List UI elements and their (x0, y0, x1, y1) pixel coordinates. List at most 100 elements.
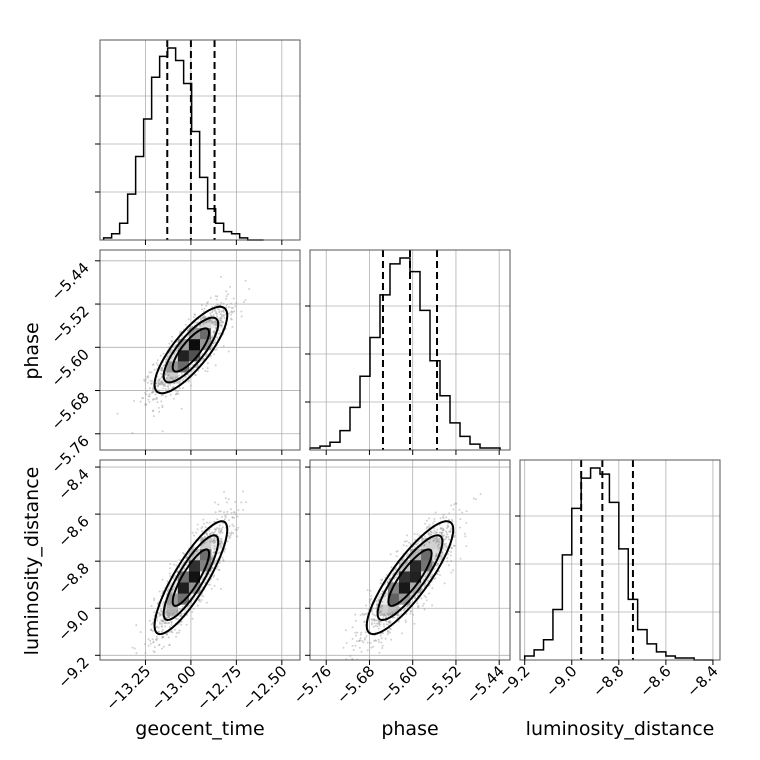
scatter-point (210, 531, 213, 534)
xlabel-luminosity-distance: luminosity_distance (526, 718, 715, 740)
scatter-point (161, 636, 164, 639)
scatter-point (175, 349, 178, 352)
scatter-point (354, 613, 357, 616)
scatter-point (441, 531, 444, 534)
scatter-point (358, 640, 361, 642)
scatter-point (201, 358, 204, 361)
scatter-point (170, 339, 173, 342)
scatter-point (178, 608, 181, 611)
scatter-point (244, 279, 247, 282)
scatter-point (391, 611, 394, 614)
histogram-geocent-time (102, 47, 264, 241)
scatter-point (178, 374, 181, 377)
scatter-point (224, 548, 227, 550)
scatter-point (366, 589, 369, 592)
scatter-point (193, 316, 195, 319)
scatter-point (195, 322, 198, 325)
scatter-point (199, 324, 202, 327)
scatter-point (359, 614, 362, 616)
scatter-point (359, 639, 362, 642)
scatter-point (226, 540, 229, 543)
scatter-point (215, 567, 218, 570)
scatter-point (189, 332, 192, 335)
scatter-point (409, 543, 412, 546)
scatter-point (228, 312, 230, 315)
scatter-point (189, 332, 192, 335)
scatter-point (176, 609, 179, 612)
scatter-point (169, 393, 172, 396)
scatter-point (144, 403, 147, 406)
scatter-point (435, 536, 438, 539)
scatter-point (189, 327, 192, 330)
scatter-point (158, 389, 161, 392)
scatter-point (409, 612, 412, 615)
scatter-point (432, 532, 435, 535)
scatter-point (372, 618, 375, 621)
scatter-point (178, 575, 181, 578)
scatter-point (381, 644, 384, 647)
scatter-point (211, 336, 214, 339)
scatter-point (184, 376, 186, 379)
scatter-point (446, 553, 449, 556)
scatter-point (453, 544, 455, 547)
scatter-point (151, 391, 154, 394)
scatter-point (428, 523, 431, 526)
contours-phase-luminosity-distance (365, 520, 455, 636)
scatter-point (160, 369, 163, 372)
scatter-point (212, 532, 215, 535)
scatter-point (196, 549, 199, 552)
scatter-point (158, 379, 161, 382)
scatter-point (165, 376, 168, 379)
scatter-point (197, 364, 199, 367)
y-tick-label-phase: −5.52 (48, 302, 93, 347)
scatter-point (177, 610, 180, 613)
scatter-point (389, 621, 391, 624)
density-cell (177, 571, 190, 583)
scatter-point (386, 581, 389, 584)
scatter-point (438, 531, 441, 534)
scatter-point (211, 320, 214, 323)
density-cell (200, 548, 212, 561)
scatter-point (205, 601, 208, 604)
contour-level-0 (387, 548, 433, 607)
contour-level-1 (162, 316, 220, 384)
scatter-point (220, 540, 223, 543)
scatter-point (229, 508, 232, 511)
scatter-point (383, 614, 386, 617)
scatter-point (435, 555, 438, 558)
scatter-point (240, 315, 243, 318)
scatter-point (180, 614, 183, 617)
scatter-point (384, 614, 387, 617)
scatter-point (211, 531, 214, 534)
scatter-point (198, 598, 201, 601)
scatter-point (432, 539, 435, 542)
scatter-point (218, 544, 221, 547)
scatter-point (166, 610, 169, 613)
scatter-point (221, 515, 224, 518)
scatter-point (174, 376, 177, 379)
scatter-point (228, 519, 230, 522)
scatter-point (448, 512, 451, 515)
scatter-point (179, 615, 182, 617)
scatter-point (379, 582, 382, 585)
scatter-point (349, 655, 352, 657)
scatter-point (361, 640, 364, 642)
scatter-point (172, 614, 175, 617)
scatter-point (385, 623, 388, 626)
scatter-point (387, 630, 390, 633)
scatter-point (175, 389, 178, 392)
scatter-point (164, 373, 167, 376)
scatter-point (185, 557, 188, 560)
scatter-point (206, 301, 209, 304)
scatter-point (152, 398, 155, 400)
scatter-point (436, 562, 439, 565)
scatter-point (421, 537, 424, 540)
scatter-point (165, 368, 168, 371)
scatter-point (230, 531, 233, 534)
scatter-point (201, 530, 204, 533)
scatter-geocent-time-luminosity-distance (131, 490, 247, 655)
scatter-point (215, 303, 218, 306)
x-tick-label-geocent-time: −12.75 (193, 662, 245, 714)
scatter-point (208, 583, 211, 586)
scatter-point (158, 643, 161, 646)
